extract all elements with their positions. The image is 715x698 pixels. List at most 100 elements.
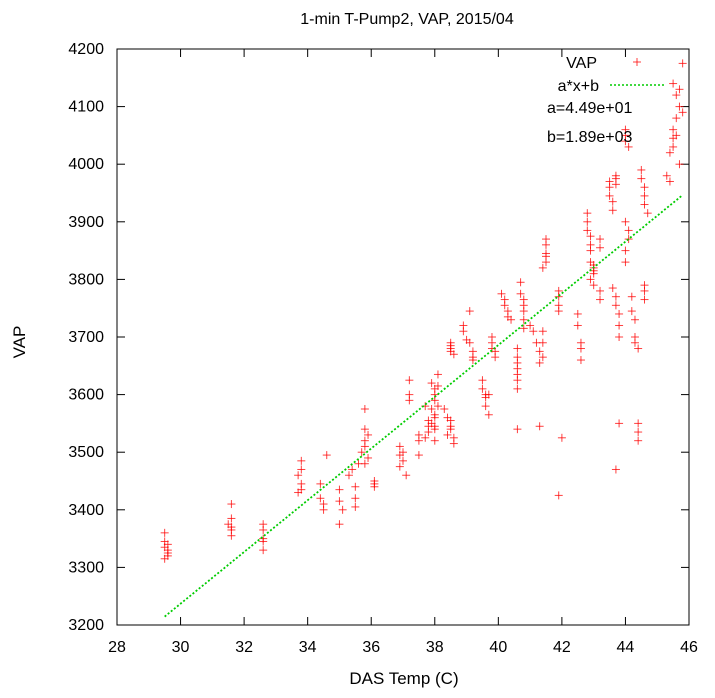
y-tick-label: 3500 bbox=[68, 444, 104, 461]
data-point bbox=[538, 327, 547, 336]
data-point bbox=[294, 488, 303, 497]
data-point bbox=[519, 307, 528, 316]
data-point bbox=[637, 174, 646, 183]
data-point bbox=[611, 180, 620, 189]
data-point bbox=[227, 500, 236, 509]
data-point bbox=[421, 433, 430, 442]
data-point bbox=[596, 295, 605, 304]
data-point bbox=[608, 206, 617, 215]
data-point bbox=[430, 396, 439, 405]
x-axis-label: DAS Temp (C) bbox=[349, 669, 458, 688]
data-point bbox=[672, 131, 681, 140]
data-point bbox=[360, 442, 369, 451]
data-point bbox=[424, 428, 433, 437]
data-point bbox=[586, 246, 595, 255]
data-point bbox=[516, 278, 525, 287]
data-point bbox=[519, 324, 528, 333]
fit-line bbox=[164, 194, 684, 618]
data-point bbox=[405, 396, 414, 405]
data-point bbox=[669, 142, 678, 151]
data-point bbox=[459, 327, 468, 336]
data-point bbox=[259, 546, 268, 555]
data-point bbox=[259, 525, 268, 534]
data-point bbox=[433, 370, 442, 379]
scatter-points bbox=[160, 59, 687, 563]
x-axis-ticks: 28 30 32 34 36 38 40 42 44 46 bbox=[108, 49, 698, 656]
data-point bbox=[360, 405, 369, 413]
data-point bbox=[427, 405, 436, 413]
data-point bbox=[351, 502, 360, 511]
data-point bbox=[589, 269, 598, 278]
data-point bbox=[678, 108, 687, 117]
y-tick-label: 4000 bbox=[68, 156, 104, 173]
data-point bbox=[399, 456, 407, 465]
legend-vap-plus bbox=[633, 58, 641, 66]
y-tick-label: 4200 bbox=[68, 41, 104, 58]
data-point bbox=[665, 148, 674, 157]
data-point bbox=[370, 482, 379, 491]
data-point bbox=[529, 327, 538, 336]
legend-vap-marker bbox=[633, 58, 641, 66]
data-point bbox=[491, 353, 500, 362]
data-point bbox=[348, 465, 357, 474]
data-point bbox=[430, 436, 439, 445]
legend: VAP a*x+b a=4.49e+01 b=1.89e+03 bbox=[547, 55, 665, 146]
data-point bbox=[583, 226, 592, 235]
data-point bbox=[678, 59, 687, 68]
fit-b-label: b=1.89e+03 bbox=[547, 129, 633, 146]
data-point bbox=[433, 402, 442, 411]
data-point bbox=[357, 448, 366, 457]
data-point bbox=[611, 301, 620, 310]
data-point bbox=[338, 505, 347, 514]
data-point bbox=[360, 425, 369, 434]
x-tick-label: 36 bbox=[362, 639, 380, 656]
data-point bbox=[605, 183, 614, 192]
data-point bbox=[433, 381, 442, 390]
fit-a-label: a=4.49e+01 bbox=[547, 100, 633, 117]
y-tick-label: 3600 bbox=[68, 387, 104, 404]
data-point bbox=[675, 160, 684, 169]
data-point bbox=[573, 321, 582, 330]
x-tick-label: 40 bbox=[489, 639, 507, 656]
data-point bbox=[443, 430, 452, 439]
data-point bbox=[364, 453, 373, 462]
data-point bbox=[344, 471, 353, 480]
data-point bbox=[624, 142, 633, 151]
data-point bbox=[319, 505, 328, 514]
data-point bbox=[589, 281, 598, 290]
data-point bbox=[573, 309, 582, 318]
data-point bbox=[634, 344, 643, 353]
data-point bbox=[351, 482, 360, 491]
data-point bbox=[259, 537, 268, 546]
data-point bbox=[227, 514, 236, 523]
data-point bbox=[335, 485, 344, 494]
data-point bbox=[608, 284, 617, 293]
x-tick-label: 44 bbox=[617, 639, 635, 656]
data-point bbox=[294, 471, 303, 480]
y-tick-label: 4100 bbox=[68, 99, 104, 116]
y-tick-label: 3200 bbox=[68, 617, 104, 634]
data-point bbox=[484, 390, 493, 399]
data-point bbox=[576, 356, 585, 365]
x-tick-label: 32 bbox=[235, 639, 253, 656]
data-point bbox=[621, 137, 630, 146]
data-point bbox=[446, 425, 455, 434]
x-tick-label: 42 bbox=[553, 639, 571, 656]
data-point bbox=[322, 451, 331, 460]
data-point bbox=[554, 292, 563, 301]
data-point bbox=[621, 246, 630, 255]
data-point bbox=[615, 309, 624, 318]
data-point bbox=[669, 125, 678, 134]
data-point bbox=[160, 554, 169, 563]
data-point bbox=[621, 258, 630, 267]
data-point bbox=[662, 171, 671, 180]
data-point bbox=[542, 258, 550, 267]
data-point bbox=[519, 315, 528, 324]
data-point bbox=[627, 292, 636, 301]
data-point bbox=[675, 85, 684, 94]
data-point bbox=[640, 200, 649, 209]
legend-vap-label: VAP bbox=[566, 55, 597, 72]
data-point bbox=[335, 520, 344, 529]
data-point bbox=[634, 436, 643, 445]
data-point bbox=[586, 232, 595, 241]
